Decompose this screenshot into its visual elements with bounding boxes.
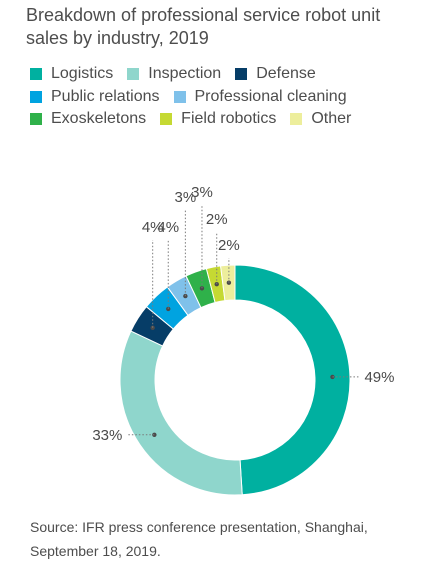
legend-item-public-relations: Public relations <box>30 88 160 106</box>
legend-row: Logistics Inspection Defense <box>30 63 420 85</box>
data-label: 2% <box>206 211 228 228</box>
data-label: 3% <box>175 189 197 206</box>
slice-logistics <box>234 264 351 496</box>
chart-legend: Logistics Inspection Defense Public rela… <box>30 63 420 131</box>
legend-row: Exoskeletons Field robotics Other <box>30 108 420 130</box>
data-label: 4% <box>142 219 164 236</box>
data-label: 2% <box>218 237 240 254</box>
data-label: 33% <box>92 427 122 444</box>
legend-label: Exoskeletons <box>51 110 147 127</box>
data-label: 3% <box>191 184 213 201</box>
slice-inspection <box>119 330 243 496</box>
legend-swatch <box>235 68 248 80</box>
legend-item-defense: Defense <box>235 65 316 83</box>
legend-row: Public relations Professional cleaning <box>30 86 420 108</box>
legend-swatch <box>30 68 42 80</box>
legend-swatch <box>30 113 42 125</box>
source-line: September 18, 2019. <box>30 543 161 559</box>
legend-swatch <box>173 90 186 103</box>
legend-label: Public relations <box>51 87 160 105</box>
legend-swatch <box>30 90 42 103</box>
source-note: Source: IFR press conference presentatio… <box>30 515 410 563</box>
legend-label: Logistics <box>51 65 114 82</box>
legend-label: Field robotics <box>181 110 277 127</box>
legend-label: Inspection <box>148 65 222 82</box>
legend-label: Defense <box>256 65 316 82</box>
legend-item-inspection: Inspection <box>127 65 221 83</box>
legend-item-professional-cleaning: Professional cleaning <box>173 87 347 106</box>
legend-label: Other <box>311 110 352 127</box>
source-line: Source: IFR press conference presentatio… <box>30 519 368 535</box>
legend-swatch <box>127 68 140 80</box>
legend-item-logistics: Logistics <box>30 65 113 83</box>
legend-item-exoskeletons: Exoskeletons <box>30 110 146 128</box>
legend-label: Professional cleaning <box>194 87 347 105</box>
legend-swatch <box>160 113 173 125</box>
legend-swatch <box>290 113 303 125</box>
data-label: 49% <box>364 369 394 386</box>
legend-item-field-robotics: Field robotics <box>160 110 276 128</box>
legend-item-other: Other <box>290 110 351 128</box>
data-label: 4% <box>157 219 179 236</box>
chart-title: Breakdown of professional service robot … <box>26 5 381 48</box>
